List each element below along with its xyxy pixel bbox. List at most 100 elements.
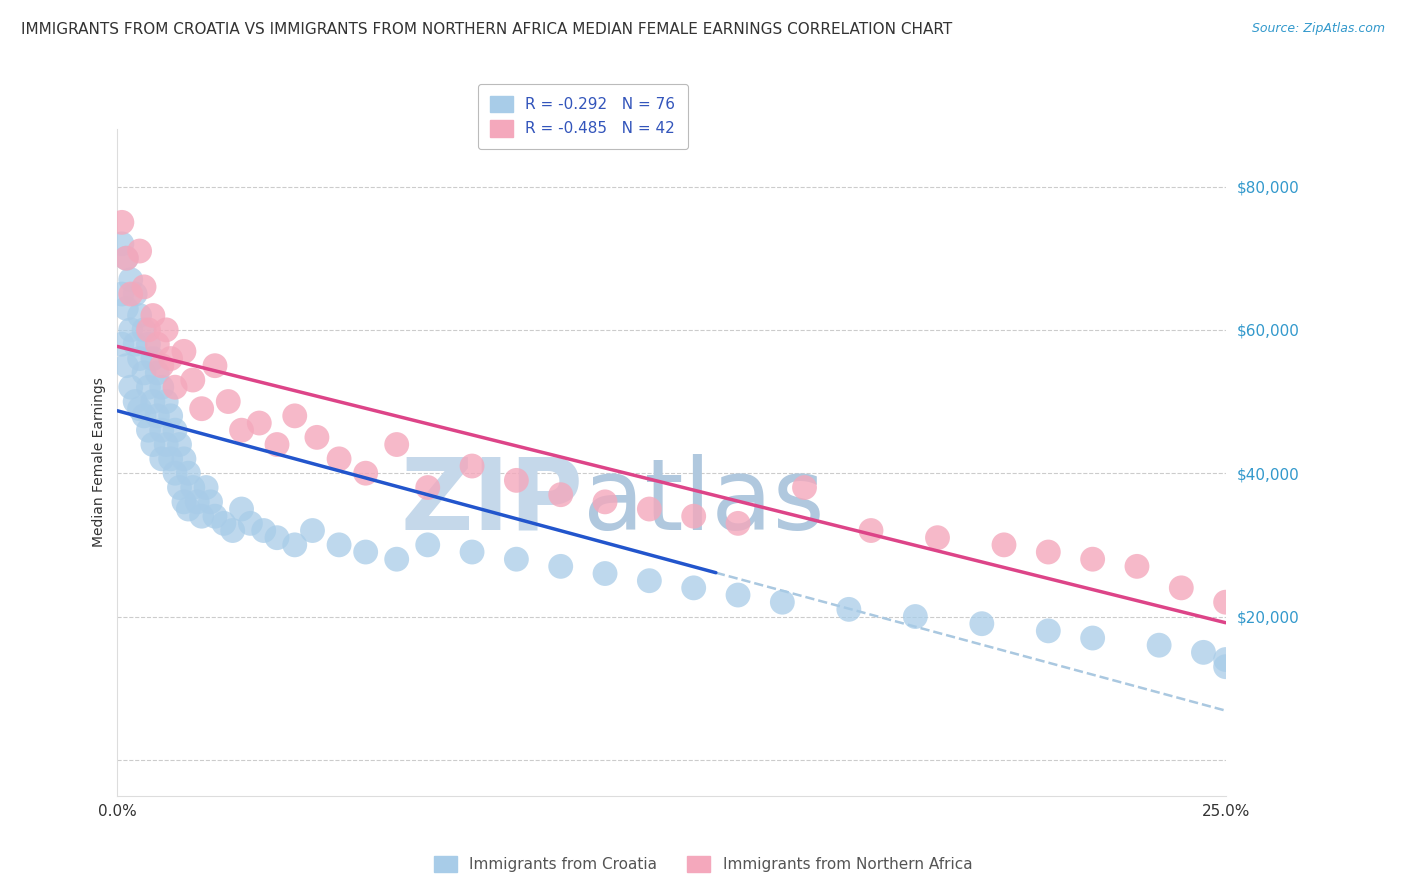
Point xyxy=(142,437,165,451)
Point xyxy=(111,236,134,251)
Point xyxy=(128,244,150,258)
Point xyxy=(1038,545,1060,559)
Point xyxy=(124,337,146,351)
Point xyxy=(115,301,138,316)
Point xyxy=(461,545,484,559)
Point xyxy=(138,323,160,337)
Point xyxy=(904,609,927,624)
Point xyxy=(159,451,181,466)
Point xyxy=(385,552,408,566)
Point xyxy=(146,337,169,351)
Point xyxy=(859,524,882,538)
Point xyxy=(138,337,160,351)
Point xyxy=(173,451,195,466)
Point xyxy=(266,437,288,451)
Point xyxy=(682,581,704,595)
Point xyxy=(550,559,572,574)
Point xyxy=(638,502,661,516)
Point xyxy=(120,323,142,337)
Point xyxy=(305,430,328,444)
Point xyxy=(328,538,350,552)
Point xyxy=(793,481,815,495)
Point xyxy=(1215,659,1237,673)
Point xyxy=(181,373,204,387)
Point xyxy=(1081,631,1104,645)
Point xyxy=(266,531,288,545)
Point xyxy=(247,416,270,430)
Point xyxy=(770,595,793,609)
Point xyxy=(682,509,704,524)
Point xyxy=(173,344,195,359)
Y-axis label: Median Female Earnings: Median Female Earnings xyxy=(93,377,107,548)
Point xyxy=(190,401,212,416)
Point xyxy=(150,451,173,466)
Point xyxy=(120,287,142,301)
Text: ZIP: ZIP xyxy=(399,454,583,551)
Text: atlas: atlas xyxy=(583,454,824,551)
Point xyxy=(505,552,527,566)
Point xyxy=(204,509,226,524)
Point xyxy=(354,545,377,559)
Point xyxy=(1147,638,1170,652)
Point xyxy=(550,488,572,502)
Point xyxy=(155,323,177,337)
Point xyxy=(155,437,177,451)
Point xyxy=(385,437,408,451)
Legend: R = -0.292   N = 76, R = -0.485   N = 42: R = -0.292 N = 76, R = -0.485 N = 42 xyxy=(478,84,688,149)
Point xyxy=(239,516,262,531)
Point xyxy=(231,502,253,516)
Point xyxy=(727,516,749,531)
Point xyxy=(150,359,173,373)
Point xyxy=(200,495,222,509)
Point xyxy=(1170,581,1192,595)
Point xyxy=(142,394,165,409)
Point xyxy=(132,409,155,423)
Point xyxy=(638,574,661,588)
Point xyxy=(505,474,527,488)
Point xyxy=(120,380,142,394)
Point xyxy=(177,502,200,516)
Point xyxy=(177,466,200,480)
Point xyxy=(132,323,155,337)
Point xyxy=(186,495,208,509)
Point xyxy=(115,359,138,373)
Point xyxy=(142,309,165,323)
Point xyxy=(115,251,138,265)
Point xyxy=(111,287,134,301)
Point xyxy=(927,531,949,545)
Point xyxy=(593,495,616,509)
Point xyxy=(221,524,243,538)
Point xyxy=(169,437,191,451)
Point xyxy=(165,380,187,394)
Point xyxy=(190,509,212,524)
Point xyxy=(165,423,187,437)
Point xyxy=(195,481,218,495)
Point xyxy=(150,423,173,437)
Text: IMMIGRANTS FROM CROATIA VS IMMIGRANTS FROM NORTHERN AFRICA MEDIAN FEMALE EARNING: IMMIGRANTS FROM CROATIA VS IMMIGRANTS FR… xyxy=(21,22,952,37)
Point xyxy=(115,251,138,265)
Point xyxy=(165,466,187,480)
Point xyxy=(132,366,155,380)
Point xyxy=(328,451,350,466)
Point xyxy=(217,394,239,409)
Point xyxy=(1038,624,1060,638)
Point xyxy=(142,351,165,366)
Point xyxy=(124,394,146,409)
Point xyxy=(132,280,155,294)
Point xyxy=(159,409,181,423)
Point xyxy=(204,359,226,373)
Point xyxy=(128,401,150,416)
Point xyxy=(727,588,749,602)
Point xyxy=(128,309,150,323)
Point xyxy=(159,351,181,366)
Point xyxy=(1192,645,1215,659)
Point xyxy=(461,458,484,473)
Point xyxy=(146,409,169,423)
Point xyxy=(173,495,195,509)
Point xyxy=(301,524,323,538)
Point xyxy=(155,394,177,409)
Point xyxy=(416,538,439,552)
Point xyxy=(111,337,134,351)
Point xyxy=(181,481,204,495)
Point xyxy=(284,409,307,423)
